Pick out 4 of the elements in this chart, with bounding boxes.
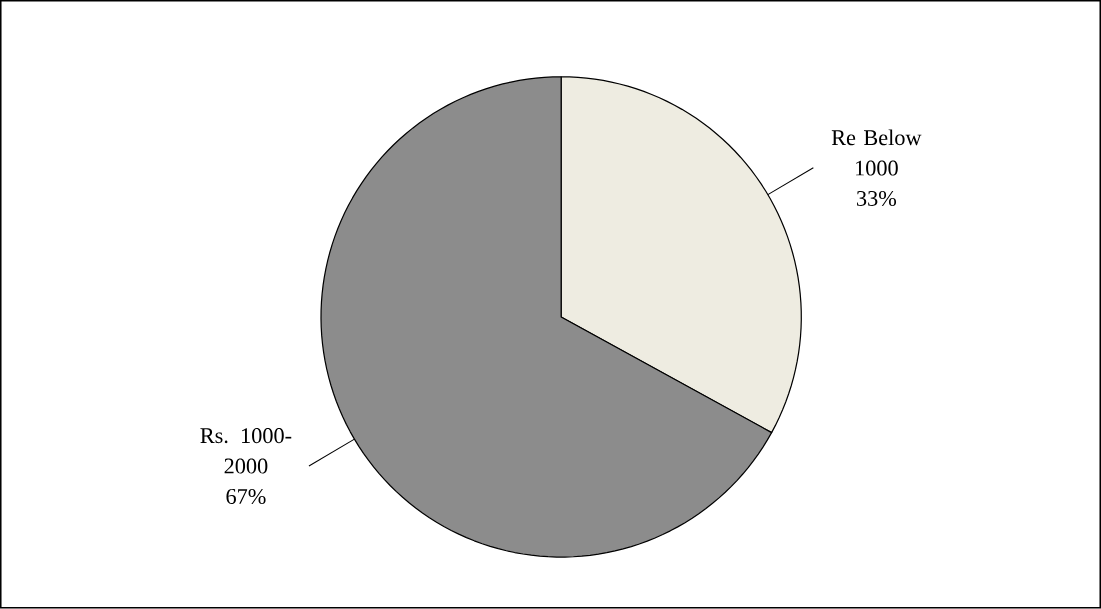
data-label: 67% [226, 489, 266, 505]
data-label: 33% [857, 191, 897, 207]
slice-label: Re Below 1000 [831, 129, 922, 176]
slice-label: Rs. 1000-2000 [200, 428, 292, 474]
